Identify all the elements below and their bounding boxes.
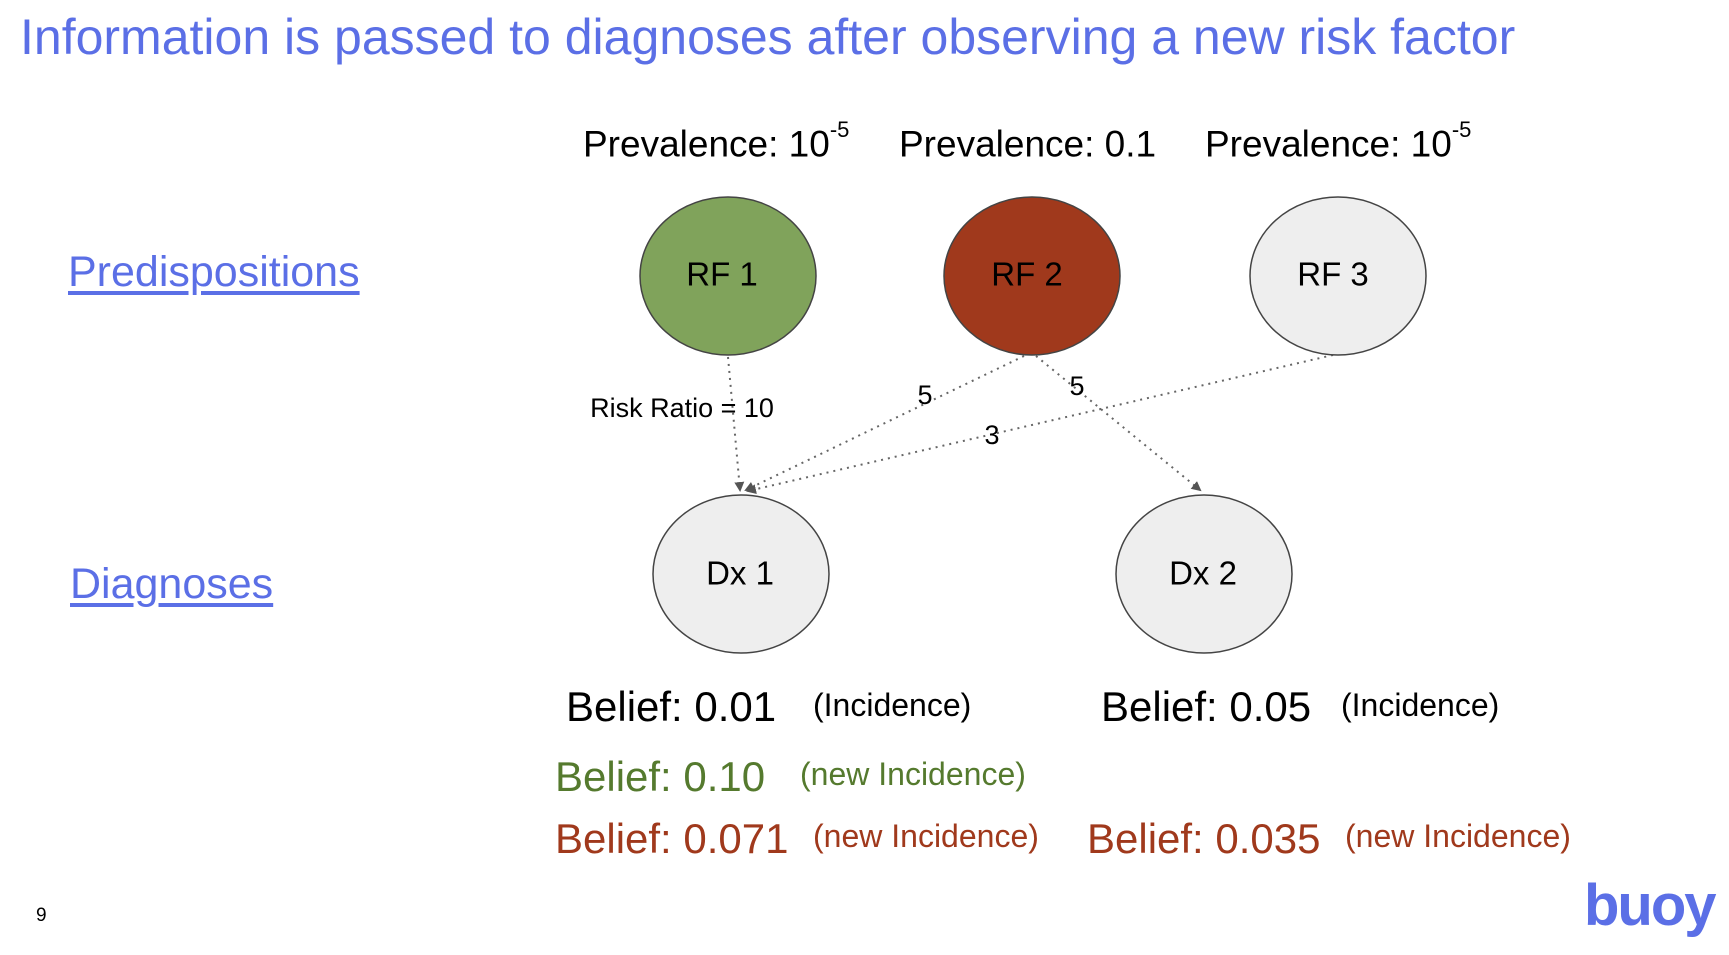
prevalence-rf1: Prevalence: 10-5 [583, 117, 850, 165]
dx2-new-incidence-red: (new Incidence) [1345, 818, 1571, 854]
dx1-incidence: (Incidence) [813, 687, 972, 723]
edge-rf3-dx1-label: 3 [984, 420, 999, 450]
node-dx1[interactable] [652, 494, 830, 654]
prevalence-rf2: Prevalence: 0.1 [899, 123, 1157, 165]
page-title: Information is passed to diagnoses after… [20, 9, 1516, 65]
dx1-label: Dx 1 [706, 555, 774, 592]
edge-rf3-dx1 [746, 354, 1334, 495]
edge-rf1-dx1 [727, 356, 745, 492]
edge-rf2-dx2-label: 5 [1069, 371, 1084, 401]
rf3-label: RF 3 [1297, 256, 1369, 293]
edge-rf2-dx1 [744, 355, 1025, 492]
dx1-belief-new-red: Belief: 0.071 [555, 815, 789, 862]
page-number: 9 [36, 905, 47, 926]
edge-rf2-dx1-label: 5 [917, 380, 932, 410]
node-dx2[interactable] [1115, 494, 1293, 654]
node-rf3[interactable] [1249, 196, 1427, 356]
rf1-label: RF 1 [686, 256, 758, 293]
dx1-belief: Belief: 0.01 [566, 683, 777, 730]
edge-rf2-dx2 [1035, 355, 1202, 492]
prevalence-rf3: Prevalence: 10-5 [1205, 117, 1472, 165]
dx2-belief-new-red: Belief: 0.035 [1087, 815, 1321, 862]
buoy-logo: buoy [1584, 873, 1717, 938]
node-rf2[interactable] [943, 196, 1121, 356]
risk-ratio-label: Risk Ratio = 10 [590, 393, 774, 423]
diagnoses-link[interactable]: Diagnoses [70, 560, 274, 608]
dx1-new-incidence-green: (new Incidence) [800, 756, 1026, 792]
node-rf1[interactable] [639, 196, 817, 356]
dx1-new-incidence-red: (new Incidence) [813, 818, 1039, 854]
dx2-label: Dx 2 [1169, 555, 1237, 592]
rf2-label: RF 2 [991, 256, 1063, 293]
dx1-belief-new-green: Belief: 0.10 [555, 753, 766, 800]
dx2-belief: Belief: 0.05 [1101, 683, 1312, 730]
predispositions-link[interactable]: Predispositions [68, 248, 360, 296]
dx2-incidence: (Incidence) [1341, 687, 1500, 723]
